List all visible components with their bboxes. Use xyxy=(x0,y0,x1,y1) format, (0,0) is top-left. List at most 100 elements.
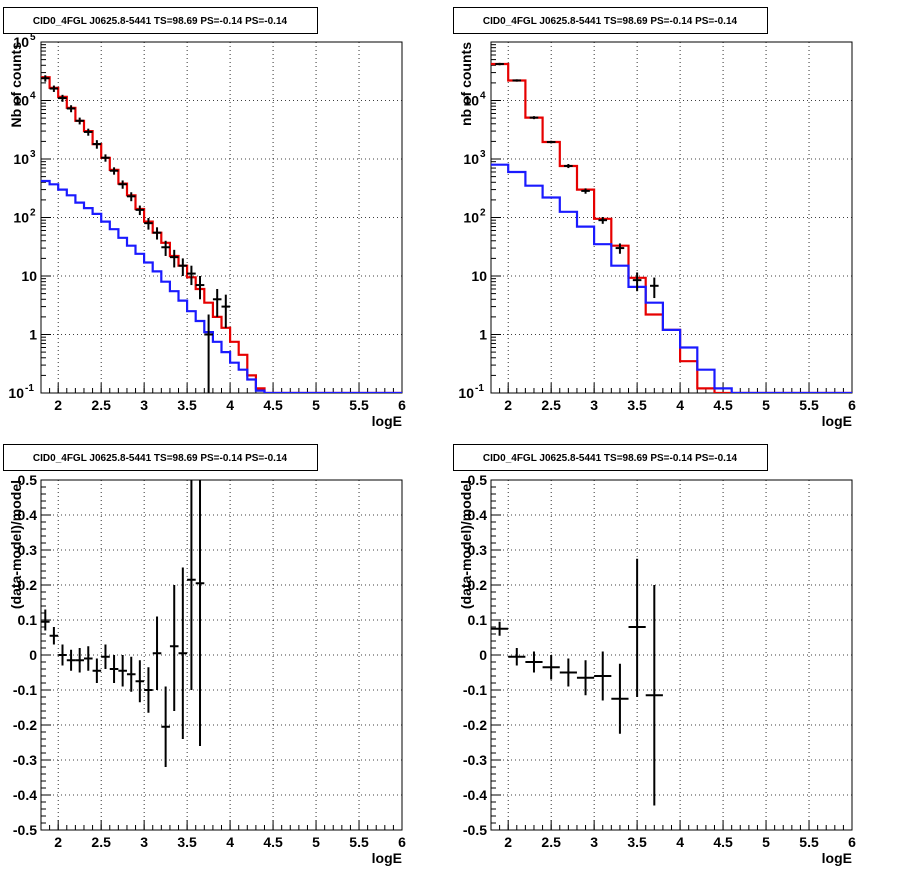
y-tick-label: 0.2 xyxy=(468,577,488,593)
data-point xyxy=(83,646,93,671)
data-point xyxy=(58,94,67,102)
x-tick-label: 2 xyxy=(504,397,512,413)
y-tick-base: 10 xyxy=(13,93,29,109)
y-tick-label: 0.2 xyxy=(18,577,38,593)
data-point xyxy=(161,686,170,767)
y-tick-label: 0.5 xyxy=(18,472,38,488)
data-point xyxy=(529,116,539,120)
x-tick-label: 4.5 xyxy=(713,397,733,413)
y-tick-label: -0.1 xyxy=(13,682,37,698)
data-point xyxy=(49,627,59,645)
data-point xyxy=(178,567,188,739)
model-histogram xyxy=(41,179,402,393)
y-tick-label: -0.3 xyxy=(463,752,487,768)
y-tick-label: 10 xyxy=(21,268,37,284)
y-tick-base: 10 xyxy=(8,385,24,401)
data-point xyxy=(508,648,526,666)
x-tick-label: 4 xyxy=(226,397,234,413)
data-point xyxy=(615,243,625,254)
y-tick-exponent: 5 xyxy=(30,32,36,43)
grid xyxy=(41,42,402,393)
data-point xyxy=(611,663,629,734)
data-point xyxy=(75,117,84,125)
x-tick-label: 5 xyxy=(312,834,320,850)
x-tick-label: 3.5 xyxy=(177,834,197,850)
x-tick-label: 6 xyxy=(848,834,856,850)
data-point xyxy=(135,205,145,216)
model-histogram xyxy=(491,62,852,393)
data-point xyxy=(49,85,59,92)
title-box xyxy=(453,7,768,34)
x-tick-label: 4 xyxy=(676,397,684,413)
plot-area xyxy=(491,558,663,806)
y-tick-label: 0.3 xyxy=(468,542,488,558)
plot-area xyxy=(41,75,402,393)
x-tick-label: 2 xyxy=(54,397,62,413)
y-axis-label: (data-model)/model xyxy=(8,480,24,609)
data-point xyxy=(546,140,556,144)
y-tick-exponent: 4 xyxy=(30,91,36,102)
x-tick-label: 5.5 xyxy=(799,834,819,850)
x-tick-label: 2.5 xyxy=(91,834,111,850)
data-point xyxy=(169,585,179,711)
y-tick-label: 10 4 xyxy=(13,91,36,109)
x-tick-label: 4.5 xyxy=(713,834,733,850)
data-point xyxy=(101,154,110,162)
data-point xyxy=(101,644,110,669)
y-tick-label: 10 3 xyxy=(13,149,36,167)
y-tick-base: 10 xyxy=(13,34,29,50)
grid xyxy=(491,480,852,830)
panel-title: CID0_4FGL J0625.8-5441 TS=98.69 PS=-0.14… xyxy=(33,16,288,27)
x-tick-label: 2 xyxy=(54,834,62,850)
data-point xyxy=(178,258,188,276)
y-axis-label: nb of counts xyxy=(458,42,474,126)
y-tick-label: 10 2 xyxy=(463,208,486,226)
data-point xyxy=(204,314,213,393)
panel-title: CID0_4FGL J0625.8-5441 TS=98.69 PS=-0.14… xyxy=(483,16,738,27)
panel-1: CID0_4FGL J0625.8-5441 TS=98.69 PS=-0.14… xyxy=(3,7,406,429)
data-point xyxy=(495,62,504,66)
data-point xyxy=(92,140,102,149)
y-tick-label: 1 xyxy=(29,327,37,343)
x-tick-label: 3 xyxy=(590,834,598,850)
data-point xyxy=(109,655,119,683)
x-tick-label: 5 xyxy=(762,397,770,413)
x-tick-label: 3.5 xyxy=(627,397,647,413)
data-point xyxy=(187,480,196,690)
data-point xyxy=(632,272,642,292)
y-tick-exponent: -1 xyxy=(475,383,484,394)
y-tick-exponent: 3 xyxy=(30,149,36,160)
data-point xyxy=(83,128,93,136)
y-tick-label: 10 5 xyxy=(13,32,36,50)
data-point xyxy=(564,164,573,169)
data-point xyxy=(195,276,205,300)
x-tick-label: 2.5 xyxy=(91,397,111,413)
x-tick-label: 2.5 xyxy=(541,397,561,413)
title-box xyxy=(3,444,318,471)
panel-title: CID0_4FGL J0625.8-5441 TS=98.69 PS=-0.14… xyxy=(33,453,288,464)
y-tick-base: 1 xyxy=(29,327,37,343)
x-tick-label: 4 xyxy=(676,834,684,850)
y-tick-exponent: -1 xyxy=(25,383,34,394)
data-point xyxy=(144,218,153,230)
x-tick-label: 2.5 xyxy=(541,834,561,850)
panel-3: CID0_4FGL J0625.8-5441 TS=98.69 PS=-0.14… xyxy=(3,444,406,866)
y-tick-label: 0.1 xyxy=(18,612,38,628)
y-tick-label: -0.5 xyxy=(463,822,487,838)
data-point xyxy=(187,265,196,286)
data-point xyxy=(491,621,509,636)
data-point xyxy=(66,649,76,671)
title-box xyxy=(453,444,768,471)
y-tick-label: 10 3 xyxy=(463,149,486,167)
y-tick-label: 0.1 xyxy=(468,612,488,628)
y-tick-base: 10 xyxy=(463,151,479,167)
plot-area xyxy=(491,62,852,393)
data-point xyxy=(512,79,522,82)
y-tick-label: -0.3 xyxy=(13,752,37,768)
x-axis-label: logE xyxy=(822,413,852,429)
y-tick-label: 0.4 xyxy=(468,507,488,523)
data-point xyxy=(195,480,205,746)
data-point xyxy=(41,609,50,631)
y-tick-label: -0.5 xyxy=(13,822,37,838)
